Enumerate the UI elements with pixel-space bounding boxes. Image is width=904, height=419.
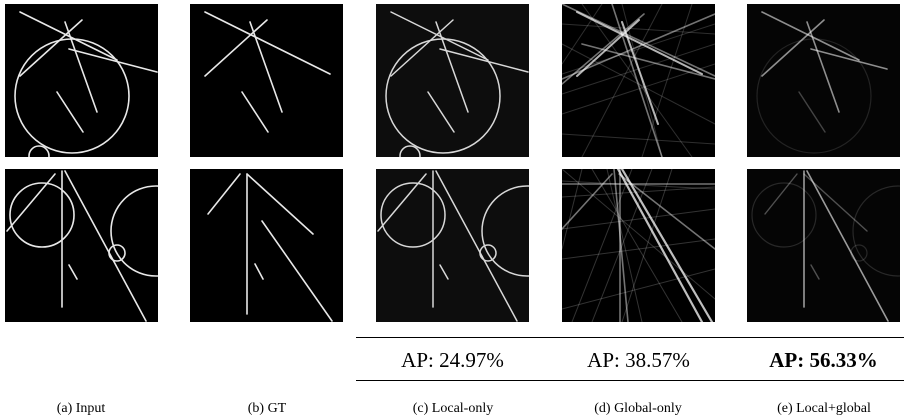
caption-input: (a) Input [56,401,106,416]
caption-local-only: (c) Local-only [412,401,494,416]
global-only-image-row1 [562,4,715,157]
gt-image-row1 [190,4,343,157]
local-global-image-row1 [747,4,900,157]
local-only-image-row1 [376,4,529,157]
global-only-image-row2 [562,169,715,322]
caption-local-global: (e) Local+global [777,401,871,416]
ap-score-local-only: AP: 24.97% [401,348,504,372]
ap-top-rule [356,337,904,338]
local-global-image-row2 [747,169,900,322]
input-image-row2 [5,169,158,322]
caption-global-only: (d) Global-only [594,401,682,416]
ap-score-global-only: AP: 38.57% [587,348,690,372]
local-only-image-row2 [376,169,529,322]
ap-bottom-rule [356,380,904,381]
caption-gt: (b) GT [247,401,287,416]
gt-image-row2 [190,169,343,322]
ap-score-local-global: AP: 56.33% [769,348,878,372]
input-image-row1 [5,4,158,157]
